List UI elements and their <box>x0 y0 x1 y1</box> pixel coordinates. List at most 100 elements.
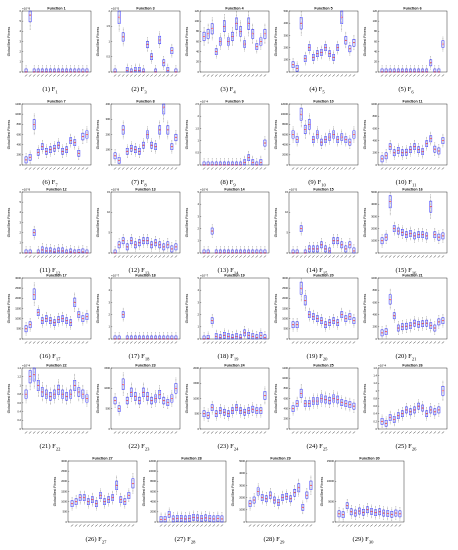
x-tick-label-mark <box>358 524 361 527</box>
x-tick-label-mark <box>394 524 398 527</box>
y-tick-label: 400 <box>284 407 289 411</box>
panel-caption: (17) F18 <box>95 353 183 361</box>
boxplot-panel: Function 12 ×10^9 Global Best Fitness 0 1 2 3 4… <box>6 186 94 275</box>
y-tick-label: 2500 <box>61 469 67 473</box>
caption-text: (28) F <box>263 536 280 543</box>
x-tick-label-mark <box>231 255 234 258</box>
x-tick-label-mark <box>210 431 214 434</box>
y-tick-label: 0.4 <box>373 412 377 416</box>
box <box>295 65 299 72</box>
x-tick-label-mark <box>247 431 251 434</box>
x-tick-label-mark <box>413 167 416 170</box>
x-tick-label-mark <box>388 74 392 77</box>
boxplot-panel: Function 20 Global Best Fitness 0 500 1000 15… <box>273 272 361 361</box>
boxplot-svg: Function 15 ×10^5 Global Best Fitness 0 5 10 1… <box>274 188 359 258</box>
panel-title: Function 16 <box>402 188 422 192</box>
y-tick-label: 6 <box>20 190 22 194</box>
x-tick-label-mark <box>159 524 163 527</box>
y-tick-label: 1000 <box>282 317 288 321</box>
x-tick-label-mark <box>277 524 280 527</box>
x-tick-label-mark <box>388 167 392 170</box>
panel-title: Function 11 <box>403 100 423 104</box>
y-tick-label: 0 <box>376 337 378 341</box>
x-tick-label-mark <box>174 167 178 170</box>
x-tick-label-mark <box>57 74 60 77</box>
x-tick-label-mark <box>227 431 230 434</box>
caption-text: (23) F <box>217 443 234 450</box>
x-tick-label-mark <box>303 431 307 434</box>
x-tick-label-mark <box>417 74 420 77</box>
y-tick-label: 500 <box>195 412 200 416</box>
axes-frame <box>199 367 270 430</box>
x-tick-label-mark <box>235 431 238 434</box>
box <box>227 333 230 340</box>
y-axis-label: Global Best Fitness <box>7 120 11 150</box>
caption-text: (8) F <box>220 179 234 186</box>
x-tick-label-mark <box>117 74 121 77</box>
caption-text: (14) F <box>306 267 323 274</box>
x-tick-label-mark <box>81 74 85 77</box>
x-tick-label-mark <box>429 74 433 77</box>
x-tick-label-mark <box>392 255 396 258</box>
y-tick-label: 400 <box>106 102 111 106</box>
x-tick-label-mark <box>336 341 340 344</box>
panel-title: Function 21 <box>402 274 422 278</box>
boxplot-panel: Function 24 Global Best Fitness 0 500 1000 15… <box>184 362 272 451</box>
axes-frame <box>110 367 181 430</box>
x-tick-label-mark <box>309 524 313 527</box>
x-tick-label-mark <box>57 167 60 170</box>
x-tick-label-mark <box>255 341 259 344</box>
x-tick-label-mark <box>437 341 441 344</box>
y-tick-label: 10000 <box>327 479 335 483</box>
x-tick-label-mark <box>324 167 327 170</box>
panel-caption: (6) F7 <box>6 179 94 187</box>
y-tick-label: 0 <box>109 427 111 431</box>
axes-frame <box>199 103 270 166</box>
y-tick-label: 0 <box>198 251 200 255</box>
x-tick-label-mark <box>332 167 335 170</box>
x-tick-label-mark <box>150 431 153 434</box>
y-tick-label: 0 <box>287 427 289 431</box>
x-tick-label-mark <box>295 167 299 170</box>
axes-frame <box>21 367 92 430</box>
x-tick-label-mark <box>121 74 125 77</box>
x-tick-label-mark <box>352 341 356 344</box>
y-axis-label: Global Best Fitness <box>185 27 189 57</box>
box <box>248 500 252 507</box>
y-tick-label: 0 <box>287 70 289 74</box>
x-tick-label-mark <box>413 255 416 258</box>
x-tick-label-mark <box>171 524 175 527</box>
x-tick-label-mark <box>441 255 445 258</box>
x-tick-label-mark <box>341 524 345 527</box>
caption-text: (5) F <box>398 86 412 93</box>
x-tick-label-mark <box>99 524 102 527</box>
x-tick-label-mark <box>123 524 127 527</box>
x-tick-label-mark <box>349 524 353 527</box>
boxplot-svg: Function 4 Global Best Fitness 0 20 40 60 80 10… <box>185 7 270 77</box>
y-tick-label: 80 <box>196 29 199 33</box>
axis-multiplier: ×10^7 <box>200 274 208 278</box>
axis-multiplier: ×10^9 <box>22 188 30 192</box>
x-tick-label-mark <box>425 255 429 258</box>
caption-text: (25) F <box>395 443 412 450</box>
x-tick-label-mark <box>328 74 331 77</box>
caption-subscript: 3 <box>144 89 147 95</box>
x-tick-label-mark <box>320 431 323 434</box>
panel-title: Function 20 <box>313 274 333 278</box>
x-tick-label-mark <box>382 524 386 527</box>
x-tick-label-mark <box>125 74 129 77</box>
box <box>210 23 214 35</box>
x-tick-label-mark <box>303 74 307 77</box>
y-tick-label: 0 <box>109 337 111 341</box>
x-tick-label-mark <box>405 255 408 258</box>
caption-subscript: 7 <box>55 182 58 188</box>
x-tick-label-mark <box>320 255 323 258</box>
x-tick-label-mark <box>396 74 400 77</box>
box <box>214 333 218 340</box>
panel-caption: (8) F9 <box>184 179 272 187</box>
y-tick-label: 600 <box>17 132 22 136</box>
x-tick-label-mark <box>433 167 437 170</box>
x-tick-label-mark <box>255 431 259 434</box>
y-tick-label: 1.6 <box>373 366 377 370</box>
x-tick-label-mark <box>328 341 331 344</box>
